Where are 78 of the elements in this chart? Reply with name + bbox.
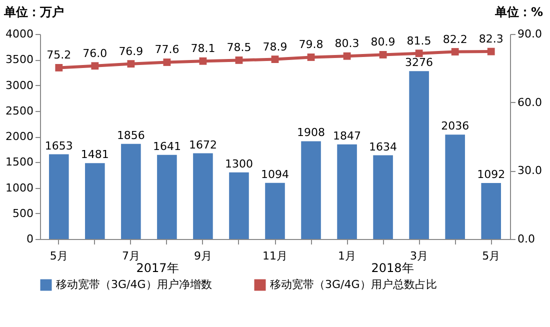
bar: [157, 154, 177, 239]
data-label: 1300: [224, 157, 253, 170]
y-tick-label: 0: [26, 232, 34, 246]
y-tick-label: 2500: [6, 104, 34, 118]
data-label: 1847: [333, 129, 362, 142]
point: [487, 48, 495, 56]
bar: [49, 154, 69, 239]
data-label: 81.5: [406, 34, 432, 48]
bar: [85, 163, 105, 239]
x-tick-label: 1月: [338, 250, 356, 262]
data-label: 80.9: [370, 36, 396, 49]
data-label: 77.6: [154, 43, 180, 56]
bar: [445, 134, 465, 239]
point: [451, 48, 459, 56]
data-label: 1092: [477, 168, 506, 182]
data-label: 75.2: [46, 48, 72, 62]
data-label: 1856: [116, 128, 145, 142]
point: [343, 52, 351, 60]
bar: [409, 71, 429, 239]
bar: [193, 153, 213, 239]
data-label: 1641: [152, 140, 181, 153]
text: 2017年: [136, 261, 179, 275]
data-label: 80.3: [334, 37, 360, 50]
y2-tick-label: 30.0: [518, 164, 542, 178]
data-label: 2036: [441, 120, 470, 133]
data-label: 1672: [188, 138, 217, 152]
point: [235, 56, 243, 64]
data-label: 1653: [44, 139, 73, 152]
y-tick-label: 500: [12, 206, 34, 220]
y2-tick-label: 0.0: [518, 232, 535, 246]
point: [127, 60, 135, 68]
point: [199, 57, 207, 65]
data-label: 82.2: [442, 32, 468, 46]
data-label: 78.5: [226, 41, 252, 54]
legend-label: 移动宽带（3G/4G）用户总数占比: [270, 278, 437, 291]
point: [55, 64, 63, 72]
text: 2018年: [371, 261, 414, 275]
y-tick-label: 2000: [6, 130, 34, 143]
point: [91, 62, 99, 70]
point: [271, 56, 279, 63]
data-label: 82.3: [478, 32, 504, 46]
data-label: 1094: [261, 168, 289, 181]
point: [379, 51, 387, 58]
y-axis-title: 单位：万户: [3, 5, 64, 19]
data-label: 78.9: [262, 40, 288, 54]
point: [415, 50, 423, 58]
data-label: 3276: [405, 56, 434, 70]
bar: [373, 155, 393, 239]
x-tick-label: 5月: [50, 250, 68, 262]
bar: [481, 183, 501, 239]
y-tick-label: 3000: [6, 78, 34, 92]
y-tick-label: 3500: [6, 53, 34, 66]
point: [307, 54, 315, 61]
x-tick-label: 5月: [482, 250, 500, 262]
data-label: 76.9: [118, 44, 144, 58]
data-label: 78.1: [190, 42, 216, 56]
bar: [337, 144, 357, 239]
bar: [265, 182, 285, 239]
x-tick-label: 11月: [262, 250, 288, 262]
legend-label: 移动宽带（3G/4G）用户净增数: [56, 278, 212, 291]
bar: [301, 141, 321, 239]
x-tick-label: 9月: [194, 250, 212, 262]
point: [163, 58, 171, 66]
data-label: 1908: [297, 126, 326, 140]
y-tick-label: 4000: [6, 28, 34, 40]
y2-axis-title: 单位：%: [494, 5, 543, 19]
bar: [121, 144, 141, 239]
x-tick-label: 7月: [122, 250, 140, 262]
data-label: 76.0: [82, 46, 108, 60]
data-label: 79.8: [298, 38, 324, 52]
y-tick-label: 1500: [6, 156, 34, 169]
y-tick-label: 1000: [6, 181, 34, 194]
data-label: 1481: [80, 148, 109, 162]
data-label: 1634: [369, 140, 398, 154]
x-tick-label: 3月: [410, 250, 428, 262]
y2-tick-label: 90.0: [518, 28, 542, 40]
y2-tick-label: 60.0: [518, 96, 542, 109]
bar: [229, 172, 249, 239]
